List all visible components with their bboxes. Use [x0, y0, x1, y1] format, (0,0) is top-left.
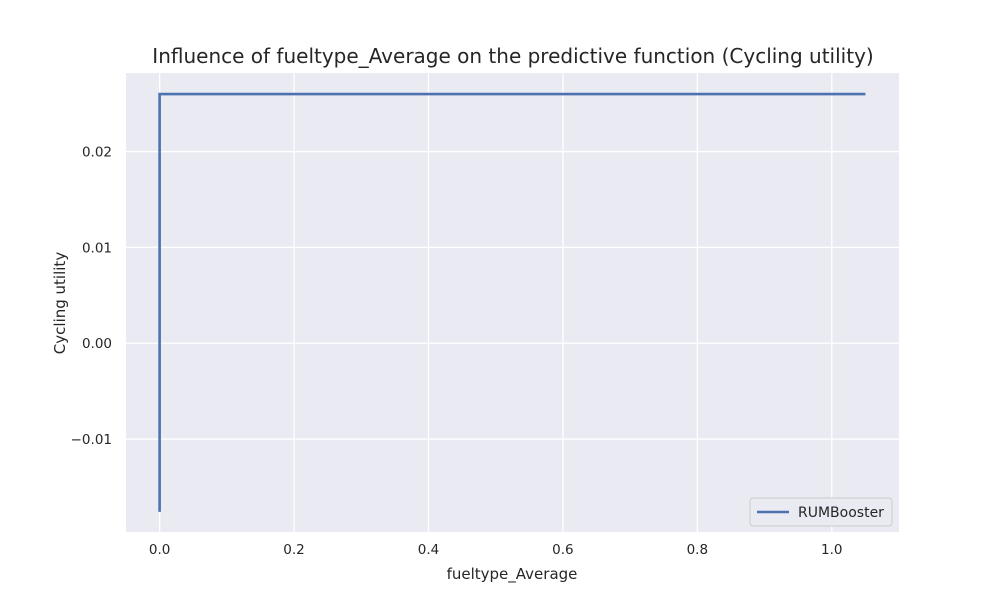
x-tick-label: 0.2 [283, 542, 304, 558]
x-tick-labels: 0.0 0.2 0.4 0.6 0.8 1.0 [149, 542, 843, 558]
x-tick-label: 0.6 [552, 542, 573, 558]
series-line-rumbooster [158, 92, 866, 512]
y-tick-labels: −0.01 0.00 0.01 0.02 [71, 145, 112, 448]
legend-box [749, 497, 893, 527]
x-tick-label: 1.0 [821, 542, 842, 558]
legend-label-rumbooster: RUMBooster [798, 505, 884, 521]
y-axis-label: Cycling utility [51, 252, 69, 355]
y-tick-label: −0.01 [71, 432, 112, 448]
y-tick-label: 0.00 [82, 336, 112, 352]
chart-title: Influence of fueltype_Average on the pre… [152, 44, 873, 68]
legend: RUMBooster [749, 497, 893, 527]
y-tick-label: 0.01 [82, 240, 112, 256]
y-tick-label: 0.02 [82, 145, 112, 161]
y-gridlines [126, 150, 899, 440]
x-tick-label: 0.4 [418, 542, 439, 558]
x-axis-label: fueltype_Average [447, 565, 578, 584]
x-tick-label: 0.0 [149, 542, 170, 558]
plot-area [126, 73, 899, 532]
x-tick-label: 0.8 [687, 542, 708, 558]
series-layer [158, 92, 866, 512]
